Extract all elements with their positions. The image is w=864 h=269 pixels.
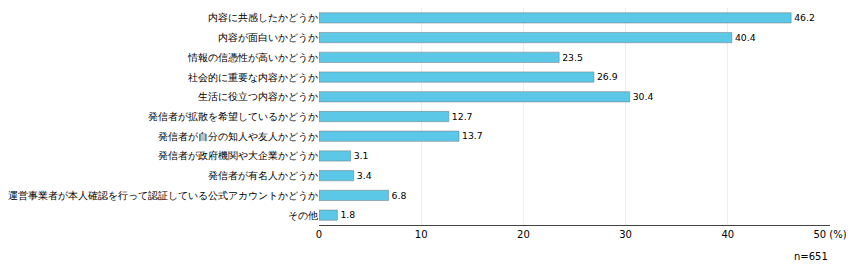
svg-text:12.7: 12.7 bbox=[452, 111, 473, 122]
svg-text:その他: その他 bbox=[288, 210, 318, 221]
svg-text:26.9: 26.9 bbox=[597, 71, 618, 82]
svg-text:発信者が有名人かどうか: 発信者が有名人かどうか bbox=[208, 170, 318, 181]
svg-text:6.8: 6.8 bbox=[392, 190, 407, 201]
svg-text:発信者が政府機関や大企業かどうか: 発信者が政府機関や大企業かどうか bbox=[158, 150, 318, 161]
svg-text:30: 30 bbox=[619, 229, 632, 240]
svg-text:社会的に重要な内容かどうか: 社会的に重要な内容かどうか bbox=[188, 72, 318, 83]
svg-text:30.4: 30.4 bbox=[633, 91, 654, 102]
svg-text:内容に共感したかどうか: 内容に共感したかどうか bbox=[208, 12, 318, 23]
svg-text:運営事業者が本人確認を行って認証している公式アカウントかどう: 運営事業者が本人確認を行って認証している公式アカウントかどうか bbox=[8, 190, 318, 201]
svg-text:内容が面白いかどうか: 内容が面白いかどうか bbox=[218, 32, 318, 43]
svg-text:20: 20 bbox=[517, 229, 530, 240]
svg-text:1.8: 1.8 bbox=[340, 209, 355, 220]
svg-text:23.5: 23.5 bbox=[562, 52, 583, 63]
svg-text:発信者が自分の知人や友人かどうか: 発信者が自分の知人や友人かどうか bbox=[158, 131, 318, 142]
svg-text:50 (%): 50 (%) bbox=[813, 229, 846, 240]
svg-text:情報の信憑性が高いかどうか: 情報の信憑性が高いかどうか bbox=[187, 52, 318, 63]
svg-text:3.4: 3.4 bbox=[357, 170, 372, 181]
svg-text:3.1: 3.1 bbox=[354, 150, 369, 161]
svg-text:10: 10 bbox=[415, 229, 428, 240]
svg-text:n=651: n=651 bbox=[794, 251, 828, 262]
svg-text:46.2: 46.2 bbox=[794, 12, 815, 23]
svg-text:生活に役立つ内容かどうか: 生活に役立つ内容かどうか bbox=[198, 91, 318, 102]
svg-text:13.7: 13.7 bbox=[462, 130, 483, 141]
svg-text:40.4: 40.4 bbox=[735, 32, 756, 43]
svg-text:発信者が拡散を希望しているかどうか: 発信者が拡散を希望しているかどうか bbox=[148, 111, 318, 122]
svg-text:40: 40 bbox=[721, 229, 734, 240]
svg-text:0: 0 bbox=[316, 229, 322, 240]
